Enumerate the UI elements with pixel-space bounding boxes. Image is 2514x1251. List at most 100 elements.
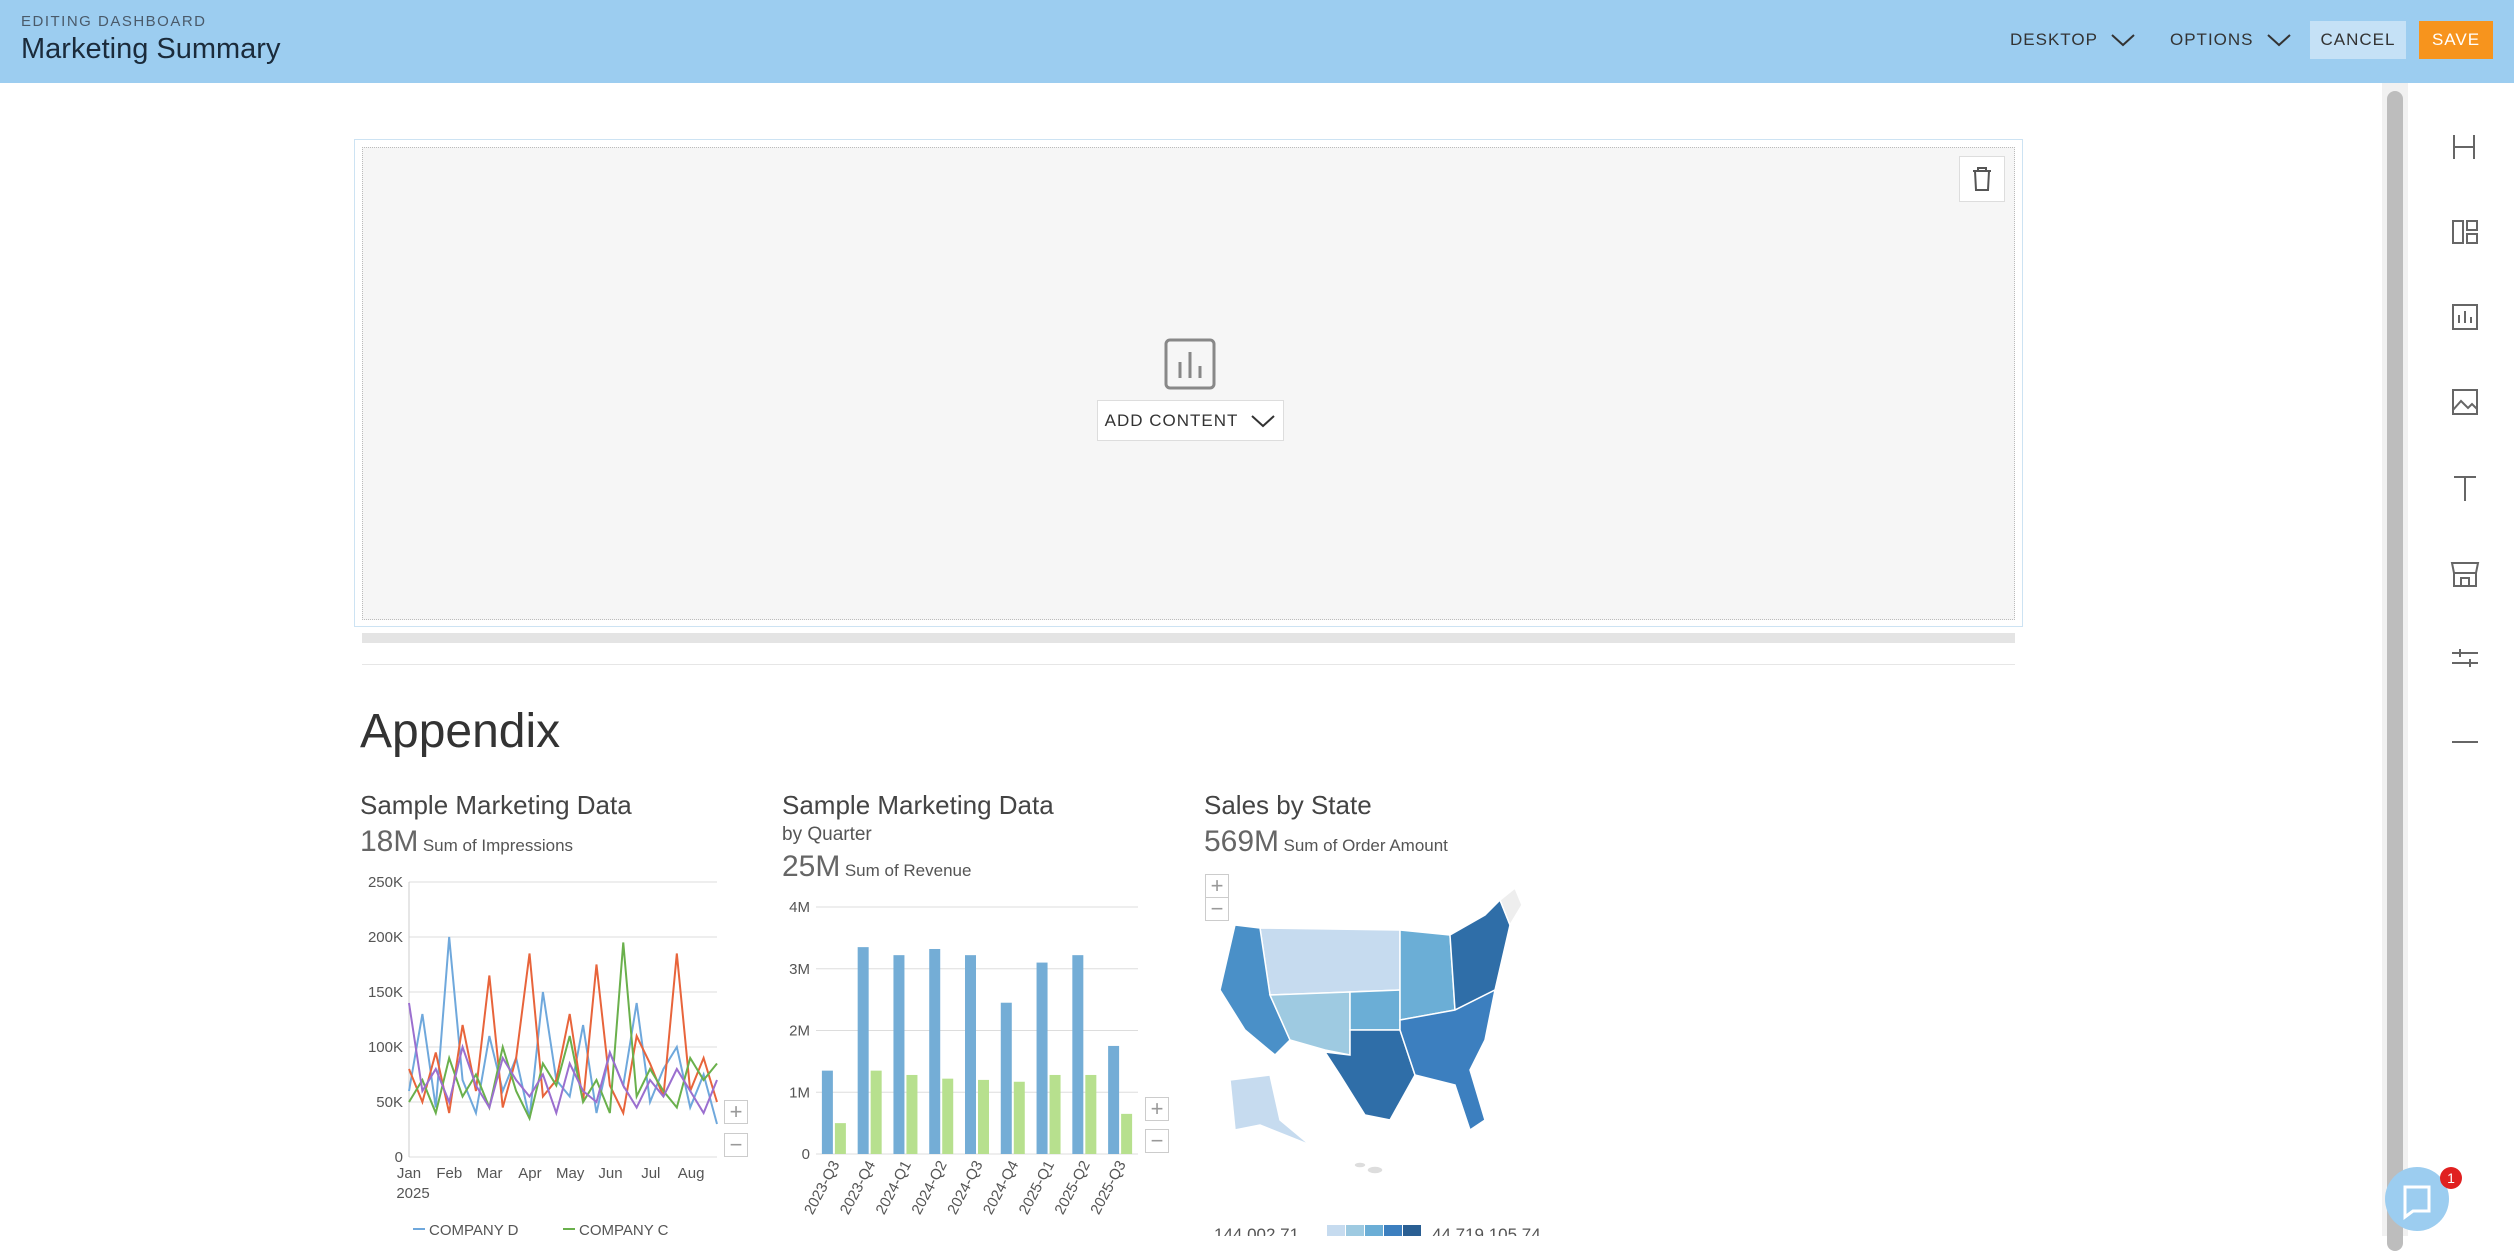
metric-value: 25M <box>782 850 841 883</box>
chat-badge: 1 <box>2440 1167 2462 1189</box>
x-tick-label: Jul <box>641 1165 660 1182</box>
legend-swatch <box>1346 1225 1364 1236</box>
bar <box>929 948 941 1154</box>
header-label: EDITING DASHBOARD <box>21 13 207 30</box>
metric: 25M Sum of Revenue <box>782 850 971 884</box>
bar <box>870 1070 882 1154</box>
bar <box>1072 955 1084 1154</box>
widget-subtitle: by Quarter <box>782 824 872 845</box>
metric-value: 569M <box>1204 825 1280 858</box>
options-label: OPTIONS <box>2170 30 2254 49</box>
trash-icon <box>1973 167 1991 191</box>
legend-swatch <box>1384 1225 1402 1236</box>
sidebar-icons[interactable] <box>2450 135 2480 743</box>
series-line <box>408 953 718 1117</box>
bar <box>821 1070 833 1154</box>
legend-label: COMPANY C <box>579 1222 669 1236</box>
header: EDITING DASHBOARD Marketing Summary DESK… <box>0 0 2514 83</box>
bar <box>1013 1081 1025 1154</box>
scrollbar[interactable] <box>2382 83 2408 1251</box>
add-content-button[interactable]: ADD CONTENT <box>1097 400 1284 441</box>
metric-label: Sum of Revenue <box>844 861 972 880</box>
bar <box>1085 1074 1097 1154</box>
metric-value: 18M <box>360 825 419 858</box>
chevron <box>2111 34 2135 47</box>
legend-swatch <box>1403 1225 1421 1236</box>
y-tick-label: 50K <box>376 1094 403 1111</box>
chevron <box>2266 34 2291 47</box>
x-tick-label: Aug <box>678 1165 705 1182</box>
bar <box>1108 1045 1120 1154</box>
x-tick-label: Apr <box>518 1165 541 1182</box>
save-button[interactable]: SAVE <box>2419 21 2493 59</box>
legend-swatch <box>1365 1225 1383 1236</box>
x-tick-label: Feb <box>436 1165 462 1182</box>
legend-min-label: 144,002.71 <box>1214 1225 1299 1236</box>
x-tick-label: 2025-Q3 <box>1087 1158 1129 1218</box>
metric-label: Sum of Order Amount <box>1283 836 1448 855</box>
y-tick-label: 3M <box>789 961 810 978</box>
bar <box>1000 1002 1012 1154</box>
y-tick-label: 0 <box>395 1149 403 1166</box>
scroll-thumb[interactable] <box>2387 91 2403 1251</box>
bar <box>893 955 905 1154</box>
sidebar <box>2450 135 2480 743</box>
x-year-label: 2025 <box>396 1185 429 1202</box>
series-line <box>408 1002 718 1117</box>
metric: 569M Sum of Order Amount <box>1204 825 1448 859</box>
delete-button[interactable] <box>1959 156 2005 202</box>
placeholder[interactable]: ADD CONTENT <box>362 147 2015 620</box>
bar <box>906 1074 918 1154</box>
bar <box>857 947 869 1154</box>
widget-title: Sales by State <box>1204 790 1372 820</box>
legend-label: COMPANY D <box>429 1222 519 1236</box>
placeholder-frame <box>354 139 2023 627</box>
y-tick-label: 250K <box>368 874 403 891</box>
chat-button[interactable] <box>2385 1167 2449 1231</box>
bar <box>965 955 976 1154</box>
y-tick-label: 1M <box>789 1084 810 1101</box>
x-tick-label: Jan <box>397 1165 421 1182</box>
x-tick-label: Mar <box>477 1165 503 1182</box>
map-zoom-in[interactable]: + <box>1205 874 1229 898</box>
widget-title: Sample Marketing Data <box>782 790 1054 820</box>
chart-icon <box>1164 338 1216 390</box>
bar-chart: 01M2M3M4M2023-Q32023-Q42024-Q12024-Q2202… <box>789 899 1138 1218</box>
section-title: Appendix <box>360 705 561 758</box>
chat-icon <box>2403 1185 2431 1220</box>
resize-bar[interactable] <box>362 633 2015 643</box>
options-menu[interactable]: OPTIONS <box>2170 21 2292 59</box>
series-line <box>408 942 718 1122</box>
y-tick-label: 0 <box>802 1146 810 1163</box>
desktop-menu[interactable]: DESKTOP <box>2010 21 2136 59</box>
line-chart: 0 50K 100K 150K 200K 250K Jan Feb Mar Apr May Jun Ju… <box>368 874 718 1236</box>
bar <box>942 1078 954 1154</box>
bar <box>1036 962 1048 1154</box>
y-tick-label: 100K <box>368 1039 403 1056</box>
legend-max-label: 44,719,105.74 <box>1432 1225 1541 1236</box>
x-tick-label: Jun <box>598 1165 622 1182</box>
chevron <box>1251 414 1276 427</box>
series-line <box>408 936 718 1125</box>
map: 144,002.71 44,719,105.74 <box>1214 886 1541 1236</box>
metric: 18M Sum of Impressions <box>360 825 573 859</box>
widget-title: Sample Marketing Data <box>360 790 632 820</box>
y-tick-label: 2M <box>789 1023 810 1040</box>
zoom-in[interactable]: + <box>724 1100 748 1124</box>
header-title: Marketing Summary <box>21 33 281 65</box>
y-tick-label: 200K <box>368 929 403 946</box>
us-map <box>1219 886 1523 1175</box>
add-content-label: ADD CONTENT <box>1104 410 1239 430</box>
bar <box>978 1079 989 1154</box>
cancel-button[interactable]: CANCEL <box>2310 21 2406 59</box>
zoom-out[interactable]: − <box>724 1133 748 1157</box>
metric-label: Sum of Impressions <box>422 836 574 855</box>
divider <box>362 664 2015 665</box>
zoom-out[interactable]: − <box>1145 1129 1169 1153</box>
bar <box>1121 1113 1133 1154</box>
zoom-in[interactable]: + <box>1145 1097 1169 1121</box>
map-zoom-out[interactable]: − <box>1205 897 1229 921</box>
legend-swatch <box>1327 1225 1345 1236</box>
y-tick-label: 4M <box>789 899 810 916</box>
